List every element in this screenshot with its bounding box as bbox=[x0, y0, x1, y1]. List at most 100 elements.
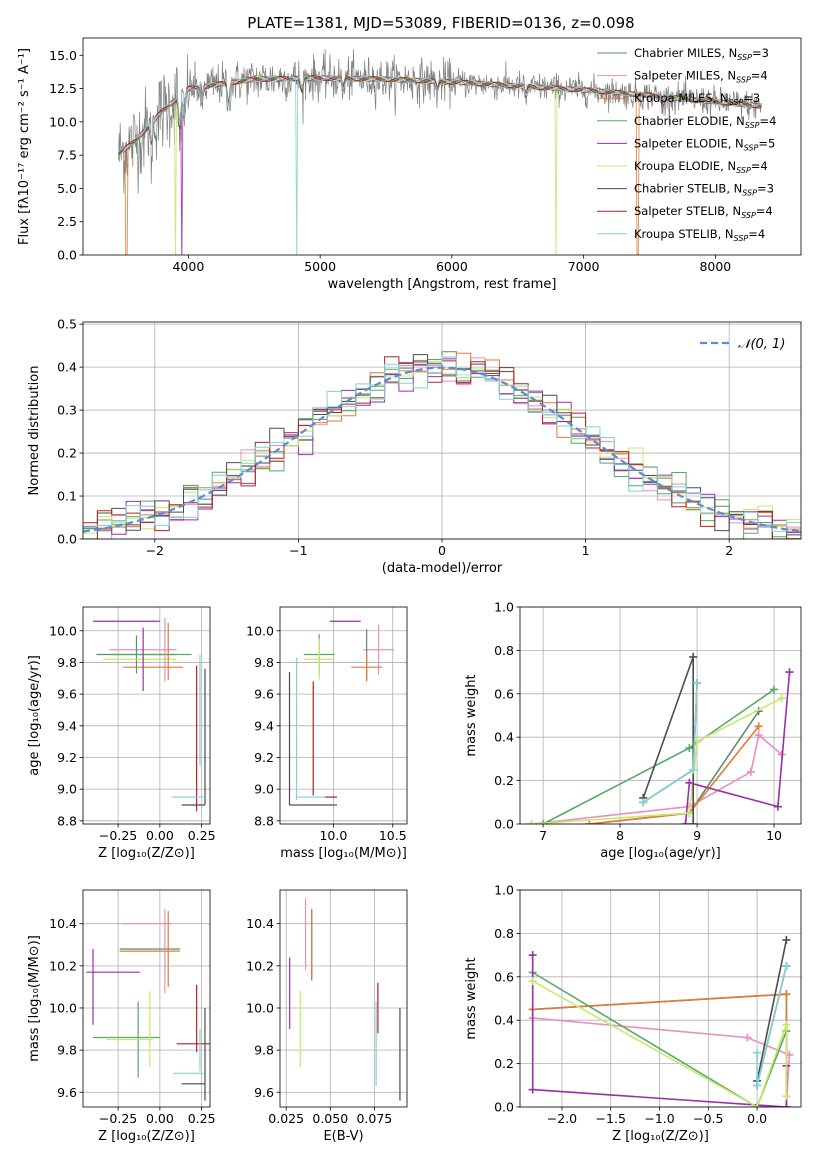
y-tick-label: 10.0 bbox=[49, 1000, 77, 1015]
plus-marker bbox=[693, 678, 702, 687]
plot-area-age-vs-mass bbox=[288, 620, 394, 806]
spectrum-legend: Chabrier MILES, NSSP=3 Salpeter MILES, NS… bbox=[597, 46, 776, 243]
weight-line-chabrier-miles bbox=[589, 710, 760, 824]
y-tick-label: 9.6 bbox=[57, 687, 77, 702]
axes-mass-vs-Z: −0.25 0.00 0.25 9.6 9.8 10.0 10.2 10.4 Z [log₁₀(… bbox=[27, 889, 216, 1144]
x-tick-label: −0.25 bbox=[99, 1111, 137, 1126]
y-axis-label: Normed distribution bbox=[27, 366, 42, 496]
y-tick-label: 10.0 bbox=[49, 623, 77, 638]
x-tick-label: 7000 bbox=[568, 259, 600, 274]
plus-marker bbox=[746, 767, 755, 776]
plus-marker bbox=[782, 990, 791, 999]
grid-age-vs-Z bbox=[83, 607, 210, 824]
y-tick-label: 0.0 bbox=[494, 817, 514, 832]
x-tick-label: 0.25 bbox=[188, 1111, 216, 1126]
y-tick-label: 5.0 bbox=[57, 181, 77, 196]
x-tick-label: 0.025 bbox=[268, 1111, 304, 1126]
axes-weight-vs-age: 7 8 9 10 0.0 0.2 0.4 0.6 0.8 1.0 age [log₁₀(age/yr… bbox=[464, 600, 802, 861]
axes-residuals: −2 −1 0 1 2 0.0 0.1 0.2 0.3 0.4 0.5 (data-model)/er… bbox=[27, 317, 802, 576]
legend-label: Salpeter STELIB, NSSP=4 bbox=[634, 204, 773, 220]
x-axis-label: E(B-V) bbox=[323, 1129, 363, 1144]
axes-weight-vs-Z: −2.0 −1.5 −1.0 −0.5 0.0 0.0 0.2 0.4 0.6 0.8 1.0 Z [… bbox=[464, 883, 802, 1144]
plus-marker bbox=[528, 977, 537, 986]
y-tick-label: 9.4 bbox=[57, 718, 77, 733]
x-tick-label: 0.25 bbox=[188, 828, 216, 843]
plus-marker bbox=[782, 1092, 791, 1101]
legend-label: Salpeter ELODIE, NSSP=5 bbox=[634, 136, 775, 152]
x-tick-label: −1.0 bbox=[644, 1111, 674, 1126]
plus-marker bbox=[639, 798, 648, 807]
y-tick-label: 10.0 bbox=[246, 623, 274, 638]
y-tick-label: 0.6 bbox=[494, 969, 514, 984]
plus-marker bbox=[689, 820, 698, 824]
y-tick-label: 2.5 bbox=[57, 214, 77, 229]
panel-weight-vs-Z: −2.0 −1.5 −1.0 −0.5 0.0 0.0 0.2 0.4 0.6 0.8 1.0 Z [… bbox=[464, 883, 802, 1144]
x-tick-label: −0.5 bbox=[693, 1111, 723, 1126]
grid-age-vs-mass bbox=[280, 607, 407, 824]
y-tick-label: 9.4 bbox=[254, 718, 274, 733]
plus-marker bbox=[782, 1020, 791, 1029]
plus-marker bbox=[685, 809, 694, 818]
x-tick-label: −1 bbox=[289, 543, 307, 558]
plus-marker bbox=[782, 1103, 791, 1107]
x-axis-label: Z [log₁₀(Z/Z⊙)] bbox=[98, 846, 195, 861]
y-tick-label: 0.3 bbox=[57, 403, 77, 418]
legend-label: Kroupa ELODIE, NSSP=4 bbox=[634, 159, 768, 175]
x-tick-label: 1 bbox=[582, 543, 590, 558]
model-line-kroupa-stelib bbox=[118, 75, 762, 255]
y-tick-label: 0.8 bbox=[494, 643, 514, 658]
plot-area-spectrum bbox=[118, 48, 762, 255]
y-axis-label: mass weight bbox=[464, 674, 479, 756]
plus-marker bbox=[782, 935, 791, 944]
residuals-legend: 𝒩(0, 1) bbox=[700, 337, 785, 352]
plus-marker bbox=[753, 1081, 762, 1090]
axes-age-vs-Z: −0.25 0.00 0.25 8.8 9.0 9.2 9.4 9.6 9.8 10.0 Z [lo… bbox=[27, 606, 216, 861]
plus-marker bbox=[528, 951, 537, 960]
weight-line-chabrier-elodie bbox=[532, 971, 788, 1107]
panel-residuals: −2 −1 0 1 2 0.0 0.1 0.2 0.3 0.4 0.5 (data-model)/er… bbox=[27, 317, 802, 576]
axes-mass-vs-ebv: 0.025 0.050 0.075 9.6 9.8 10.0 10.2 10.4 E(B-V) bbox=[246, 889, 408, 1144]
y-tick-label: 9.6 bbox=[254, 1085, 274, 1100]
x-axis-label: Z [log₁₀(Z/Z⊙)] bbox=[612, 1129, 709, 1144]
y-tick-label: 9.8 bbox=[254, 655, 274, 670]
grid-mass-vs-Z bbox=[83, 890, 210, 1107]
y-tick-label: 0.4 bbox=[57, 360, 77, 375]
plus-marker bbox=[754, 722, 763, 731]
x-tick-label: −0.25 bbox=[99, 828, 137, 843]
y-tick-label: 9.0 bbox=[57, 782, 77, 797]
y-tick-label: 10.4 bbox=[49, 916, 77, 931]
axes-spectrum: 4000 5000 6000 7000 8000 0.0 2.5 5.0 7.5 10.0 12.5… bbox=[17, 37, 802, 292]
plot-area-mass-vs-Z bbox=[86, 908, 210, 1101]
plus-marker bbox=[754, 731, 763, 740]
x-tick-label: 0.00 bbox=[146, 828, 174, 843]
axes-frame bbox=[279, 606, 408, 825]
y-tick-label: 0.4 bbox=[494, 730, 514, 745]
y-tick-label: 9.0 bbox=[254, 782, 274, 797]
panel-weight-vs-age: 7 8 9 10 0.0 0.2 0.4 0.6 0.8 1.0 age [log₁₀(age/yr… bbox=[464, 600, 802, 861]
y-tick-label: 0.2 bbox=[57, 446, 77, 461]
x-axis-label: wavelength [Angstrom, rest frame] bbox=[328, 277, 557, 292]
panel-mass-vs-Z: −0.25 0.00 0.25 9.6 9.8 10.0 10.2 10.4 Z [log₁₀(… bbox=[27, 889, 216, 1144]
x-tick-label: 8000 bbox=[699, 259, 731, 274]
x-tick-label: −1.5 bbox=[596, 1111, 626, 1126]
weight-line-salpeter-miles bbox=[532, 1017, 791, 1107]
x-tick-label: 10 bbox=[766, 828, 782, 843]
legend-label: Chabrier STELIB, NSSP=3 bbox=[634, 182, 774, 198]
y-tick-label: 0.0 bbox=[57, 532, 77, 547]
y-tick-label: 10.2 bbox=[246, 958, 274, 973]
y-tick-label: 0.8 bbox=[494, 926, 514, 941]
x-tick-label: 0.075 bbox=[356, 1111, 392, 1126]
plus-marker bbox=[539, 820, 548, 824]
plot-area-mass-vs-ebv bbox=[289, 898, 401, 1101]
panel-mass-vs-ebv: 0.025 0.050 0.075 9.6 9.8 10.0 10.2 10.4 E(B-V) bbox=[246, 889, 408, 1144]
x-tick-label: 7 bbox=[539, 828, 547, 843]
y-tick-label: 0.0 bbox=[494, 1100, 514, 1115]
y-tick-label: 9.2 bbox=[57, 750, 77, 765]
grid-mass-vs-ebv bbox=[280, 890, 407, 1107]
x-tick-label: 8 bbox=[616, 828, 624, 843]
histogram-salpeter-stelib bbox=[83, 356, 801, 539]
y-axis-label: mass weight bbox=[464, 957, 479, 1039]
plus-marker bbox=[753, 1103, 762, 1107]
plus-marker bbox=[685, 744, 694, 753]
